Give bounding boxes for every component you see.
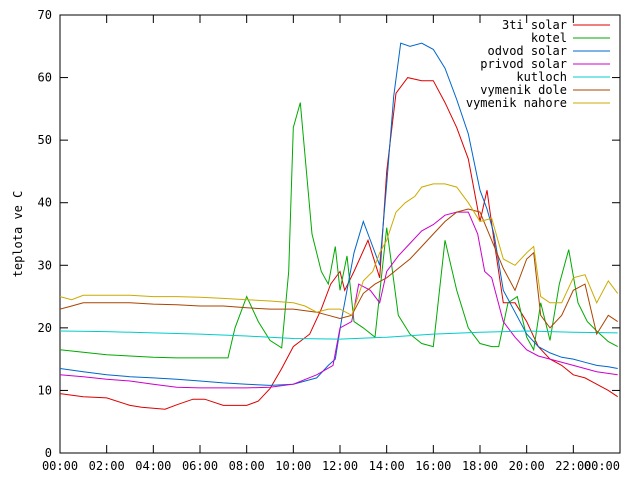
legend-label: vymenik dole bbox=[480, 83, 567, 97]
x-tick-label: 08:00 bbox=[229, 459, 265, 473]
y-axis-title: teplota ve C bbox=[11, 191, 25, 278]
legend-label: vymenik nahore bbox=[466, 96, 567, 110]
legend-label: kotel bbox=[531, 31, 567, 45]
y-tick-label: 0 bbox=[45, 446, 52, 460]
series-lines bbox=[59, 42, 619, 410]
x-tick-label: 02:00 bbox=[89, 459, 125, 473]
x-tick-label: 00:00 bbox=[42, 459, 78, 473]
axis-ticks bbox=[59, 14, 621, 454]
y-tick-label: 20 bbox=[38, 321, 52, 335]
series-line-kotel bbox=[59, 102, 618, 359]
x-tick-label: 06:00 bbox=[182, 459, 218, 473]
series-line-vymenik-nahore bbox=[59, 183, 619, 317]
legend-label: 3ti solar bbox=[502, 18, 567, 32]
x-tick-label: 04:00 bbox=[135, 459, 171, 473]
series-line-privod-solar bbox=[59, 211, 618, 389]
legend-label: kutloch bbox=[516, 70, 567, 84]
series-line-kutloch bbox=[59, 330, 618, 340]
y-tick-label: 30 bbox=[38, 258, 52, 272]
legend-label: odvod solar bbox=[488, 44, 567, 58]
legend-label: privod solar bbox=[480, 57, 567, 71]
y-tick-label: 40 bbox=[38, 196, 52, 210]
series-line-3ti-solar bbox=[59, 77, 618, 410]
x-tick-label: 18:00 bbox=[462, 459, 498, 473]
x-tick-label: 20:00 bbox=[509, 459, 545, 473]
axis-tick-labels: 0 10 20 30 40 50 60 70 00:00 02:00 04:00 06:00 08:00… bbox=[38, 8, 620, 473]
x-tick-label: 22:00 bbox=[555, 459, 591, 473]
y-tick-label: 50 bbox=[38, 133, 52, 147]
x-tick-label: 12:00 bbox=[322, 459, 358, 473]
y-tick-label: 70 bbox=[38, 8, 52, 22]
series-line-odvod-solar bbox=[59, 42, 618, 386]
series-line-vymenik-dole bbox=[59, 208, 618, 336]
y-tick-label: 60 bbox=[38, 71, 52, 85]
x-tick-label: 00:00 bbox=[584, 459, 620, 473]
y-tick-label: 10 bbox=[38, 383, 52, 397]
x-tick-label: 16:00 bbox=[415, 459, 451, 473]
x-tick-label: 14:00 bbox=[369, 459, 405, 473]
x-tick-label: 10:00 bbox=[275, 459, 311, 473]
